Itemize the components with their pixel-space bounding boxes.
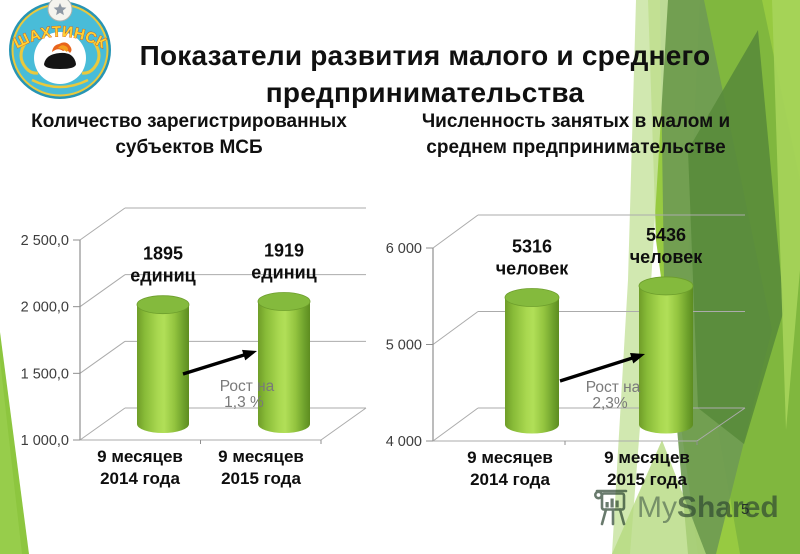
emblem-graphic: ШАХТИНСК [9, 0, 111, 99]
coal-mound [44, 52, 76, 69]
flame-highlight [58, 45, 68, 52]
presentation-board-icon [594, 489, 628, 526]
emblem-left-ornament [19, 41, 39, 75]
page-number: 5 [741, 501, 750, 518]
emblem-right-ornament [81, 41, 101, 75]
shakhtinsk-city-emblem: ШАХТИНСК [8, 0, 112, 100]
emblem-bottom-arc [31, 78, 89, 89]
left-chart-header: Количество зарегистрированных субъектов … [31, 111, 347, 158]
watermark-text-shared: Shared [677, 491, 779, 524]
right-chart-header: Численность занятых в малом и среднем пр… [421, 111, 731, 158]
myshared-watermark[interactable]: MyShared [594, 486, 779, 530]
slide-title: Показатели развития малого и среднего пр… [139, 39, 711, 108]
star-icon [53, 3, 67, 16]
watermark-text-my: My [637, 491, 677, 524]
